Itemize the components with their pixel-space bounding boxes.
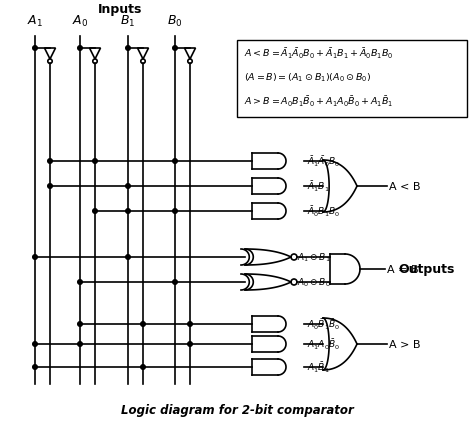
Text: $A_0$: $A_0$ — [72, 14, 88, 29]
Circle shape — [78, 322, 82, 327]
Circle shape — [173, 209, 177, 214]
Text: $(A = B) = (A_1\odot B_1)(A_0\odot B_0)$: $(A = B) = (A_1\odot B_1)(A_0\odot B_0)$ — [244, 72, 371, 84]
Text: $A_1A_0\bar{B}_0$: $A_1A_0\bar{B}_0$ — [307, 337, 340, 351]
Circle shape — [126, 46, 130, 51]
Circle shape — [173, 46, 177, 51]
Circle shape — [141, 365, 146, 369]
Text: $\bar{A}_1\bar{A}_0B_0$: $\bar{A}_1\bar{A}_0B_0$ — [307, 155, 340, 169]
Text: $A > B = A_0B_1\bar{B}_0 + A_1A_0\bar{B}_0 + A_1\bar{B}_1$: $A > B = A_0B_1\bar{B}_0 + A_1A_0\bar{B}… — [244, 95, 393, 109]
Circle shape — [173, 280, 177, 285]
Text: A < B: A < B — [389, 181, 420, 192]
Text: $\bar{A}_1B_1$: $\bar{A}_1B_1$ — [307, 179, 329, 194]
Text: A > B: A > B — [389, 339, 420, 349]
Circle shape — [126, 209, 130, 214]
Text: $A_1\odot B_1$: $A_1\odot B_1$ — [297, 251, 331, 264]
Text: $B_0$: $B_0$ — [167, 14, 183, 29]
Text: Logic diagram for 2-bit comparator: Logic diagram for 2-bit comparator — [120, 403, 354, 416]
Text: $B_1$: $B_1$ — [120, 14, 136, 29]
Circle shape — [78, 342, 82, 346]
Text: $\bar{A}_0B_1B_0$: $\bar{A}_0B_1B_0$ — [307, 204, 340, 219]
FancyBboxPatch shape — [237, 41, 467, 118]
Circle shape — [93, 209, 97, 214]
Circle shape — [33, 46, 37, 51]
Text: $A_0\bar{B}_1\bar{B}_0$: $A_0\bar{B}_1\bar{B}_0$ — [307, 317, 340, 331]
Circle shape — [48, 159, 52, 164]
Circle shape — [141, 322, 146, 327]
Circle shape — [33, 365, 37, 369]
Circle shape — [188, 322, 192, 327]
Circle shape — [188, 342, 192, 346]
Text: $A_0\odot B_0$: $A_0\odot B_0$ — [297, 276, 331, 288]
Text: A = B: A = B — [387, 265, 419, 274]
Text: $A_1\bar{B}_1$: $A_1\bar{B}_1$ — [307, 360, 329, 374]
Circle shape — [78, 280, 82, 285]
Text: Outputs: Outputs — [399, 263, 455, 276]
Text: $A_1$: $A_1$ — [27, 14, 43, 29]
Circle shape — [33, 342, 37, 346]
Circle shape — [48, 184, 52, 189]
Circle shape — [126, 255, 130, 260]
Circle shape — [33, 255, 37, 260]
Text: $A < B = \bar{A}_1\bar{A}_0B_0 + \bar{A}_1B_1 + \bar{A}_0B_1B_0$: $A < B = \bar{A}_1\bar{A}_0B_0 + \bar{A}… — [244, 47, 394, 61]
Circle shape — [78, 46, 82, 51]
Circle shape — [126, 184, 130, 189]
Circle shape — [93, 159, 97, 164]
Text: Inputs: Inputs — [98, 3, 142, 16]
Circle shape — [173, 159, 177, 164]
